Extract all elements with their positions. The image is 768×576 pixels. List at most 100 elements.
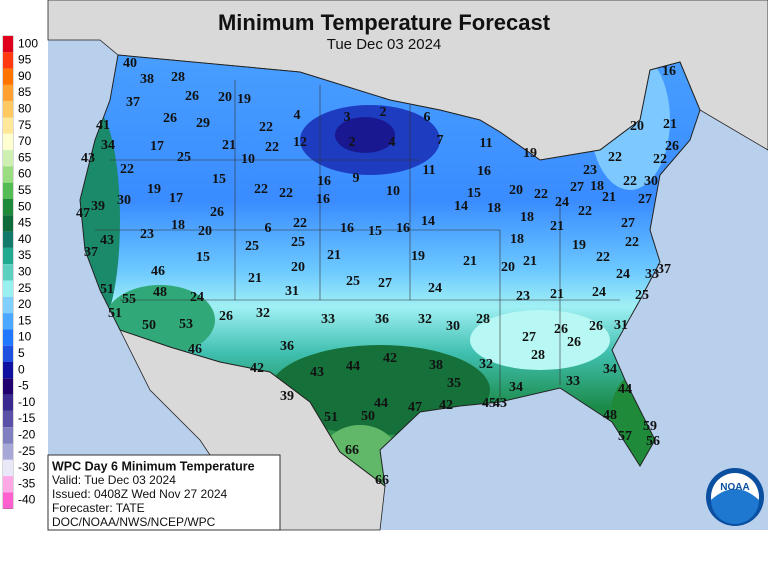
legend-swatch bbox=[3, 378, 13, 395]
title: Minimum Temperature Forecast bbox=[218, 10, 551, 35]
station-value: 38 bbox=[429, 358, 443, 373]
station-value: 22 bbox=[578, 204, 592, 219]
station-value: 47 bbox=[76, 206, 90, 221]
legend-label: 80 bbox=[18, 102, 32, 116]
legend-label: 70 bbox=[18, 134, 32, 148]
station-value: 17 bbox=[150, 139, 164, 154]
station-value: 19 bbox=[147, 182, 161, 197]
station-value: 30 bbox=[117, 193, 131, 208]
legend-swatch bbox=[3, 84, 13, 102]
station-value: 24 bbox=[428, 281, 442, 296]
legend-label: 55 bbox=[18, 183, 32, 197]
legend-label: 45 bbox=[18, 216, 32, 230]
logo-wave bbox=[711, 489, 759, 524]
legend-label: 75 bbox=[18, 118, 32, 132]
station-value: 6 bbox=[265, 221, 272, 236]
legend-label: 50 bbox=[18, 199, 32, 213]
station-value: 14 bbox=[454, 199, 468, 214]
legend-swatch bbox=[3, 117, 13, 134]
info-line: Issued: 0408Z Wed Nov 27 2024 bbox=[52, 487, 228, 501]
legend-swatch bbox=[3, 52, 13, 69]
station-value: 35 bbox=[447, 376, 461, 391]
station-value: 53 bbox=[179, 317, 193, 332]
legend-label: 10 bbox=[18, 330, 32, 344]
station-value: 57 bbox=[618, 429, 632, 444]
station-value: 3 bbox=[344, 110, 351, 125]
legend-swatch bbox=[3, 150, 13, 167]
info-line: DOC/NOAA/NWS/NCEP/WPC bbox=[52, 515, 216, 529]
station-value: 22 bbox=[259, 120, 273, 135]
station-value: 47 bbox=[408, 400, 422, 415]
station-value: 21 bbox=[248, 271, 262, 286]
station-value: 43 bbox=[100, 233, 114, 248]
legend-label: 25 bbox=[18, 281, 32, 295]
station-value: 32 bbox=[418, 312, 432, 327]
station-value: 11 bbox=[422, 163, 435, 178]
station-value: 21 bbox=[550, 219, 564, 234]
station-value: 28 bbox=[171, 70, 185, 85]
station-value: 32 bbox=[479, 357, 493, 372]
station-value: 16 bbox=[317, 174, 331, 189]
legend-swatch bbox=[3, 36, 13, 53]
station-value: 4 bbox=[294, 108, 301, 123]
station-value: 22 bbox=[653, 152, 667, 167]
station-value: 21 bbox=[327, 248, 341, 263]
station-value: 43 bbox=[310, 365, 324, 380]
legend-label: 60 bbox=[18, 167, 32, 181]
legend-swatch bbox=[3, 427, 13, 444]
station-value: 51 bbox=[100, 282, 114, 297]
station-value: 19 bbox=[523, 146, 537, 161]
station-value: 26 bbox=[554, 322, 568, 337]
field-coldest bbox=[335, 117, 395, 153]
station-value: 26 bbox=[210, 205, 224, 220]
station-value: 41 bbox=[96, 118, 110, 133]
station-value: 29 bbox=[196, 116, 210, 131]
station-value: 15 bbox=[212, 172, 226, 187]
station-value: 27 bbox=[570, 180, 584, 195]
legend-swatch bbox=[3, 394, 13, 411]
station-value: 36 bbox=[280, 339, 294, 354]
legend-swatch bbox=[3, 296, 13, 314]
legend: 1009590858075706560555045403530252015105… bbox=[2, 35, 38, 509]
station-value: 31 bbox=[614, 318, 628, 333]
station-value: 9 bbox=[353, 171, 360, 186]
legend-swatch bbox=[3, 443, 13, 460]
station-value: 44 bbox=[618, 382, 632, 397]
station-value: 19 bbox=[237, 92, 251, 107]
station-value: 22 bbox=[623, 174, 637, 189]
station-value: 22 bbox=[625, 235, 639, 250]
legend-swatch bbox=[3, 166, 13, 183]
field-southeast bbox=[470, 310, 610, 370]
legend-swatch bbox=[3, 133, 13, 151]
legend-label: -5 bbox=[18, 379, 29, 393]
legend-swatch bbox=[3, 329, 13, 346]
station-value: 6 bbox=[424, 110, 431, 125]
legend-label: 85 bbox=[18, 85, 32, 99]
station-value: 21 bbox=[550, 287, 564, 302]
station-value: 23 bbox=[516, 289, 530, 304]
station-value: 18 bbox=[520, 210, 534, 225]
station-value: 24 bbox=[555, 195, 569, 210]
legend-swatch bbox=[3, 231, 13, 248]
station-value: 15 bbox=[368, 224, 382, 239]
station-value: 18 bbox=[510, 232, 524, 247]
station-value: 34 bbox=[509, 380, 523, 395]
station-value: 42 bbox=[383, 351, 397, 366]
station-value: 4 bbox=[389, 135, 396, 150]
station-value: 22 bbox=[596, 250, 610, 265]
station-value: 18 bbox=[487, 201, 501, 216]
station-value: 37 bbox=[84, 245, 98, 260]
legend-swatch bbox=[3, 476, 13, 493]
station-value: 27 bbox=[621, 216, 635, 231]
station-value: 50 bbox=[142, 318, 156, 333]
station-value: 22 bbox=[254, 182, 268, 197]
legend-swatch bbox=[3, 264, 13, 281]
station-value: 18 bbox=[590, 179, 604, 194]
legend-label: 100 bbox=[18, 36, 38, 50]
station-value: 66 bbox=[375, 473, 389, 488]
legend-swatch bbox=[3, 362, 13, 379]
station-value: 51 bbox=[108, 306, 122, 321]
station-value: 27 bbox=[378, 276, 392, 291]
station-value: 36 bbox=[375, 312, 389, 327]
